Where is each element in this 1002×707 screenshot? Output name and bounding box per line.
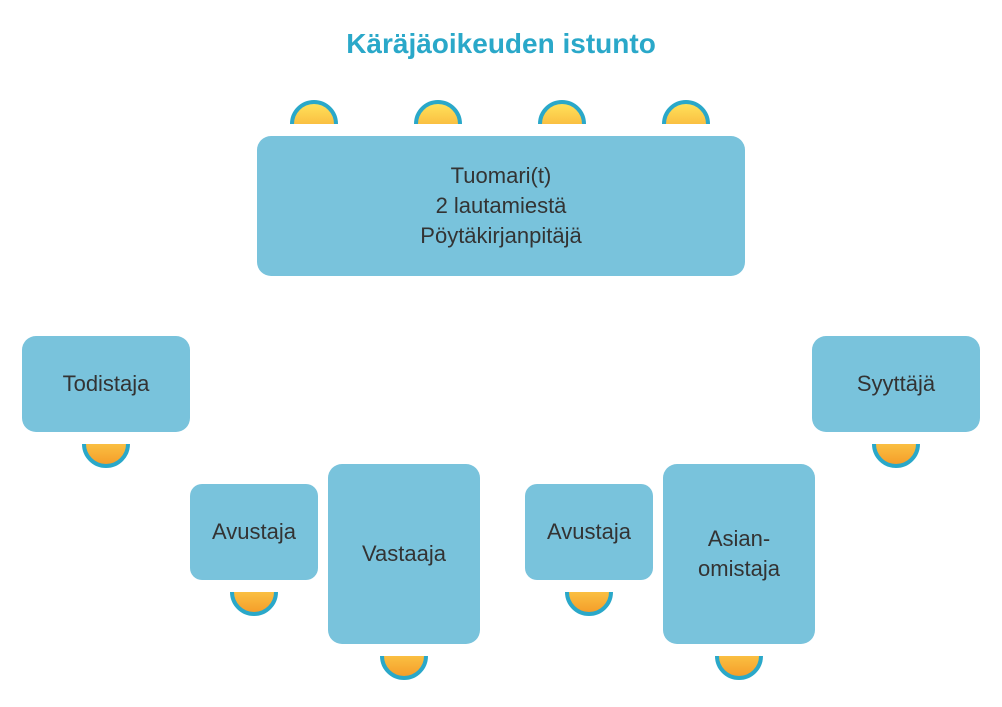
box-bench-line: 2 lautamiestä <box>436 191 567 221</box>
box-avustaja1: Avustaja <box>190 484 318 580</box>
chair-icon <box>872 444 920 468</box>
box-bench: Tuomari(t)2 lautamiestäPöytäkirjanpitäjä <box>257 136 745 276</box>
box-todistaja: Todistaja <box>22 336 190 432</box>
box-vastaaja-line: Vastaaja <box>362 539 446 569</box>
chair-icon <box>715 656 763 680</box>
chair-icon <box>662 100 710 124</box>
chair-icon <box>414 100 462 124</box>
box-asianomistaja: Asian-omistaja <box>663 464 815 644</box>
chair-icon <box>565 592 613 616</box>
chair-icon <box>290 100 338 124</box>
box-syyttaja-line: Syyttäjä <box>857 369 935 399</box>
box-asianomistaja-line: omistaja <box>698 554 780 584</box>
box-avustaja1-line: Avustaja <box>212 517 296 547</box>
box-avustaja2: Avustaja <box>525 484 653 580</box>
box-avustaja2-line: Avustaja <box>547 517 631 547</box>
box-syyttaja: Syyttäjä <box>812 336 980 432</box>
chair-icon <box>538 100 586 124</box>
box-vastaaja: Vastaaja <box>328 464 480 644</box>
box-asianomistaja-line: Asian- <box>708 524 770 554</box>
chair-icon <box>380 656 428 680</box>
chair-icon <box>82 444 130 468</box>
box-todistaja-line: Todistaja <box>63 369 150 399</box>
box-bench-line: Pöytäkirjanpitäjä <box>420 221 581 251</box>
diagram-title: Käräjäoikeuden istunto <box>0 28 1002 60</box>
chair-icon <box>230 592 278 616</box>
box-bench-line: Tuomari(t) <box>451 161 552 191</box>
